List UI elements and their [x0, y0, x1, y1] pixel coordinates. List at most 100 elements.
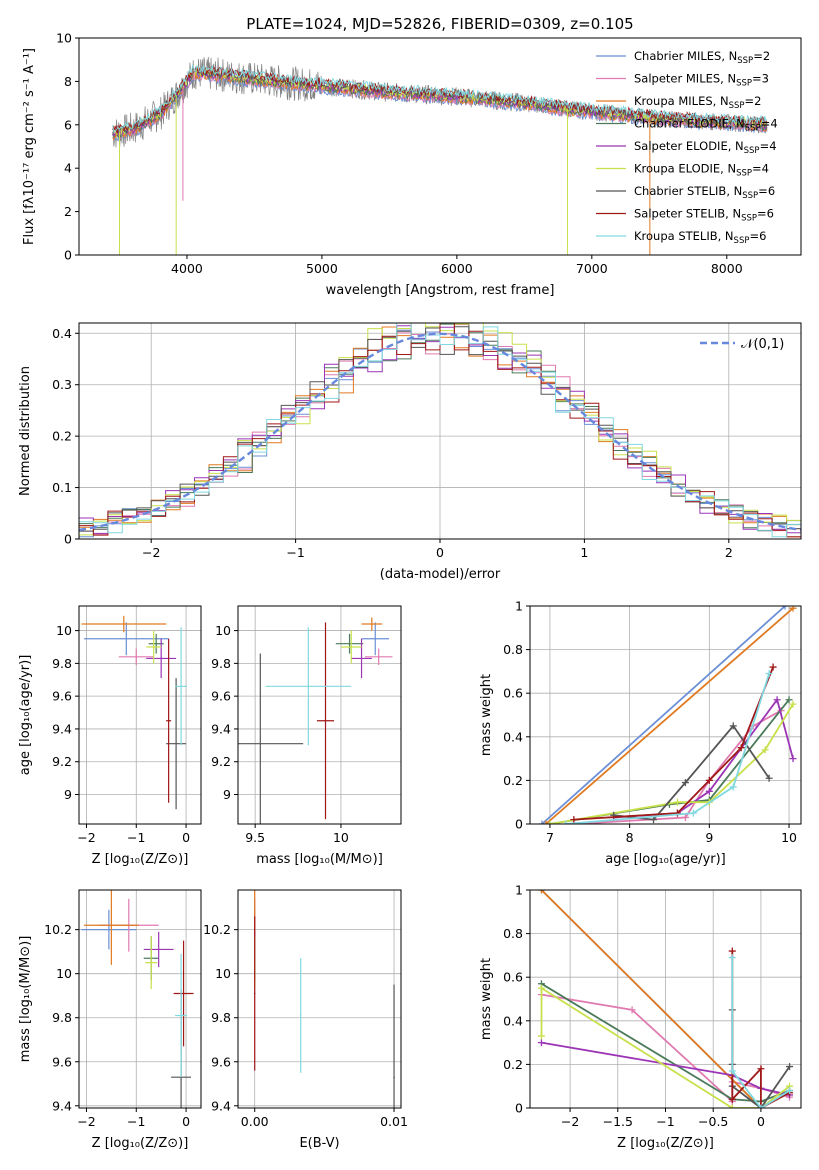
weight_vs_Z-xtick-label: −0.5 [698, 1114, 728, 1129]
legend-label: Salpeter STELIB, NSSP=6 [634, 207, 774, 224]
mass_vs_Z-point [150, 961, 153, 964]
spectrum-ytick-label: 0 [64, 248, 72, 263]
weight_vs_age-series-marker [570, 816, 578, 824]
spectrum-xtick-label: 5000 [306, 261, 338, 276]
age_vs_Z-xtick-label: −1 [127, 830, 145, 845]
residuals-ylabel: Normed distribution [18, 366, 33, 496]
weight_vs_Z-series-marker [537, 1039, 545, 1047]
mass_vs_Z-ytick-label: 10.2 [44, 922, 72, 937]
residuals-ytick-label: 0.4 [52, 326, 72, 341]
mass_vs_Z-point [110, 924, 113, 927]
age_vs_mass-point [374, 637, 377, 640]
weight_vs_Z-ytick-label: 1 [515, 883, 523, 898]
mass_vs_Z-plot-area [79, 890, 201, 1108]
weight_vs_Z-series-marker [786, 1087, 794, 1095]
spectrum-xtick-label: 7000 [576, 261, 608, 276]
spectrum-ytick-label: 10 [56, 31, 72, 46]
residuals-xlabel: (data-model)/error [380, 567, 501, 582]
age_vs_Z-point [155, 642, 157, 645]
weight_vs_Z-series-marker [728, 1067, 736, 1075]
age_vs_Z-plot-area [79, 606, 201, 824]
weight_vs_Z-series-marker [757, 1104, 765, 1108]
age_vs_mass-point [259, 742, 262, 745]
age_vs_Z-ytick-label: 10 [56, 623, 72, 638]
weight_vs_age-ytick-label: 0.2 [503, 773, 523, 788]
legend-label: Chabrier STELIB, NSSP=6 [634, 184, 775, 201]
weight_vs_age-series-marker [681, 813, 689, 821]
age_vs_Z-xtick-label: −2 [77, 830, 95, 845]
mass_vs_Z-xtick-label: 0 [182, 1114, 190, 1129]
weight_vs_Z-ylabel: mass weight [479, 958, 494, 1040]
weight_vs_Z-series-marker [628, 1006, 636, 1014]
weight_vs_age-series-marker [737, 744, 745, 752]
age_vs_mass-point [324, 719, 327, 722]
mass_vs_ebv-xtick-label: 0.00 [241, 1114, 269, 1129]
mass_vs_ebv-frame [237, 889, 402, 1109]
mass_vs_Z-ytick-label: 9.8 [52, 1010, 72, 1025]
spectrum-xtick-label: 8000 [711, 261, 743, 276]
mass_vs_ebv-point [393, 1076, 395, 1078]
mass_vs_Z-xtick-label: −1 [127, 1114, 145, 1129]
age_vs_mass-frame [237, 605, 402, 825]
mass_vs_ebv-ytick-label: 9.4 [211, 1098, 231, 1113]
weight_vs_Z-series-line [540, 890, 762, 1108]
weight_vs_age-xtick-label: 7 [546, 830, 554, 845]
residuals-axes [75, 322, 802, 543]
age_vs_Z-point [123, 623, 125, 625]
age_vs_mass-axes [234, 605, 402, 828]
normal-reference-curve [79, 332, 801, 532]
weight_vs_age-series-marker [673, 798, 681, 806]
mass_vs_ebv-ytick-label: 10 [215, 966, 231, 981]
weight_vs_age-series-marker [729, 783, 737, 791]
weight_vs_Z-plot-area [530, 890, 801, 1108]
residuals-xtick-label: 2 [725, 545, 733, 560]
weight_vs_age-ytick-label: 0.4 [503, 729, 523, 744]
age_vs_mass-ytick-label: 9.4 [211, 721, 231, 736]
weight_vs_age-series-marker [546, 820, 554, 824]
weight_vs_age-xtick-label: 8 [626, 830, 634, 845]
normal-legend-label: 𝒩(0,1) [741, 337, 784, 352]
age_vs_Z-ytick-label: 9.6 [52, 689, 72, 704]
mass_vs_Z-ytick-label: 9.6 [52, 1054, 72, 1069]
mass_vs_Z-ytick-label: 9.4 [52, 1098, 72, 1113]
weight_vs_age-series-marker [729, 722, 737, 730]
age_vs_mass-point [348, 642, 351, 645]
spectrum-axes [75, 37, 802, 259]
mass_vs_ebv-xtick-label: 0.01 [380, 1114, 408, 1129]
age_vs_Z-point [175, 742, 177, 745]
age_vs_Z-ytick-label: 9.2 [52, 754, 72, 769]
residuals-ytick-label: 0.2 [52, 429, 72, 444]
weight_vs_age-series-marker [681, 779, 689, 787]
age_vs_mass-ytick-label: 9.6 [211, 689, 231, 704]
weight_vs_Z-series-marker [728, 954, 736, 962]
weight_vs_Z-series-marker [728, 1095, 736, 1103]
weight_vs_Z-series-line [731, 957, 790, 1108]
age_vs_Z-xtick-label: 0 [182, 830, 190, 845]
weight_vs_age-ylabel: mass weight [479, 674, 494, 756]
weight_vs_Z-series-marker [757, 1065, 765, 1073]
weight_vs_Z-series-marker [537, 984, 545, 992]
age_vs_mass-point [307, 685, 310, 688]
weight_vs_Z-ytick-label: 0 [515, 1101, 523, 1116]
weight_vs_age-xtick-label: 10 [781, 830, 797, 845]
age_vs_Z-frame [78, 605, 202, 825]
spectrum-ytick-label: 6 [64, 117, 72, 132]
weight_vs_Z-ytick-label: 0.4 [503, 1013, 523, 1028]
age_vs_mass-ytick-label: 9.8 [211, 656, 231, 671]
mass_vs_ebv-ytick-label: 10.2 [203, 922, 231, 937]
age_vs_Z-point [125, 637, 128, 640]
weight_vs_Z-ytick-label: 0.6 [503, 970, 523, 985]
weight_vs_age-xlabel: age [log₁₀(age/yr)] [605, 852, 726, 867]
weight_vs_age-ytick-label: 0.8 [503, 642, 523, 657]
legend-label: Kroupa STELIB, NSSP=6 [634, 229, 766, 246]
weight_vs_age-series-line [545, 607, 794, 824]
weight_vs_Z-xtick-label: −2 [561, 1114, 579, 1129]
mass_vs_Z-point [108, 928, 110, 931]
mass_vs_ebv-ytick-label: 9.8 [211, 1010, 231, 1025]
age_vs_mass-xlabel: mass [log₁₀(M/M⊙)] [256, 852, 383, 867]
weight_vs_age-series-marker [562, 820, 570, 824]
mass_vs_Z-axes [75, 889, 202, 1112]
age_vs_mass-ytick-label: 9 [223, 787, 231, 802]
mass_vs_ebv-xlabel: E(B-V) [299, 1136, 339, 1151]
